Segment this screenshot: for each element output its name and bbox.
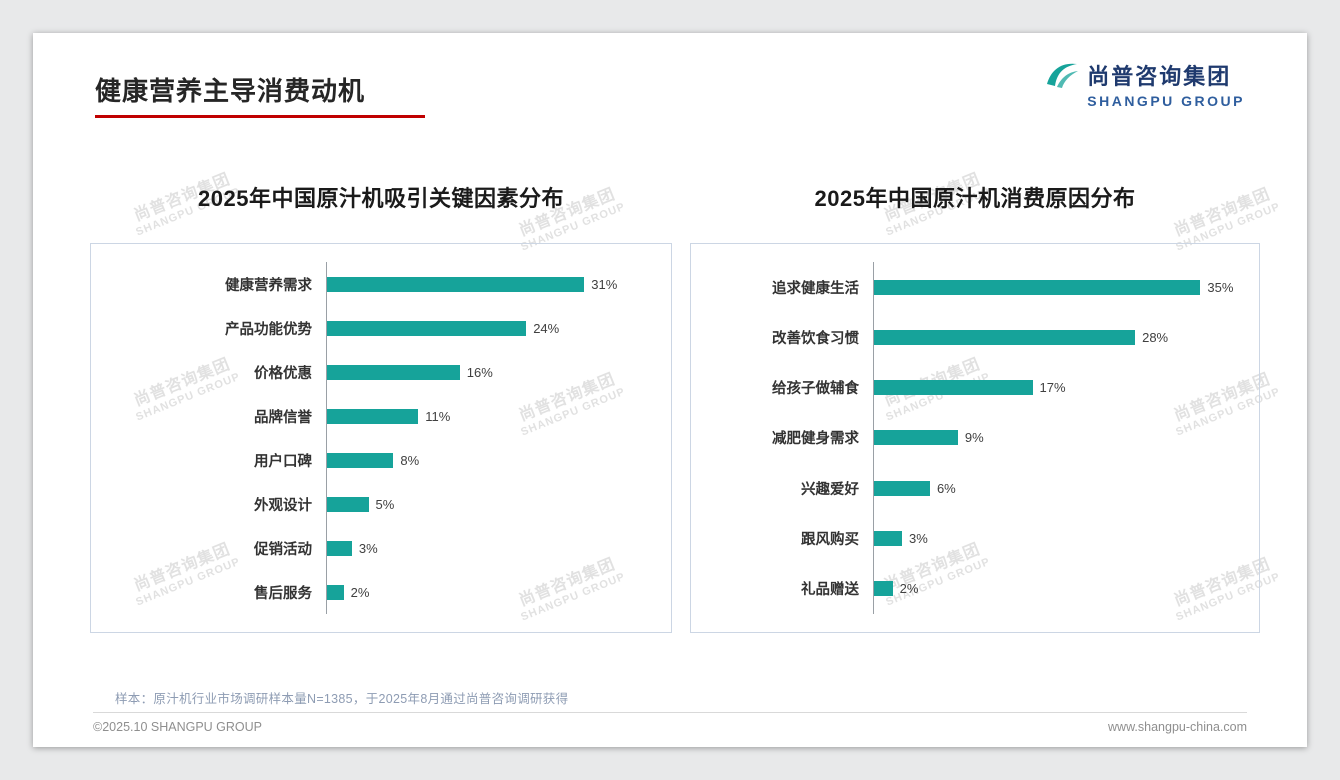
bar [874, 581, 893, 597]
bar [327, 584, 344, 600]
bar [327, 364, 460, 380]
category-label: 品牌信誉 [254, 409, 312, 426]
chart-row: 改善饮食习惯 28% [691, 312, 1247, 363]
chart-row: 品牌信誉 11% [91, 394, 659, 438]
bar [327, 276, 585, 292]
bar [874, 279, 1201, 295]
chart-row: 用户口碑 8% [91, 438, 659, 482]
title-underline [95, 115, 425, 118]
bar-track: 6% [873, 463, 1247, 514]
logo-swoosh-icon [1047, 63, 1079, 88]
left-chart-rows: 健康营养需求 31% 产品功能优势 24% 价格优惠 16% 品牌信誉 11% 用户口碑 8% 外观… [91, 262, 659, 614]
bar-track: 5% [326, 482, 659, 526]
bar-value: 3% [358, 540, 378, 556]
category-label: 兴趣爱好 [801, 481, 859, 498]
right-chart-rows: 追求健康生活 35% 改善饮食习惯 28% 给孩子做辅食 17% 减肥健身需求 9% 兴趣爱好 6… [691, 262, 1247, 614]
chart-row: 减肥健身需求 9% [691, 412, 1247, 464]
bar-value: 28% [1142, 329, 1169, 345]
footer-copyright: ©2025.10 SHANGPU GROUP [93, 720, 262, 734]
bar-value: 17% [1039, 380, 1066, 396]
chart-row: 跟风购买 3% [691, 513, 1247, 564]
bar-track: 11% [326, 394, 659, 438]
bar-track: 24% [326, 306, 659, 350]
category-label: 健康营养需求 [225, 277, 312, 294]
bar-value: 3% [908, 531, 928, 547]
bar-track: 2% [326, 570, 659, 614]
bar-value: 31% [591, 276, 618, 292]
chart-row: 礼品赠送 2% [691, 563, 1247, 614]
bar-track: 8% [326, 438, 659, 482]
bar-track: 3% [873, 513, 1247, 564]
bar [874, 531, 902, 547]
bar [327, 540, 352, 556]
bar-track: 28% [873, 312, 1247, 363]
bar-track: 17% [873, 362, 1247, 413]
bar-value: 35% [1207, 279, 1234, 295]
bar [874, 430, 958, 446]
category-label: 价格优惠 [254, 365, 312, 382]
bar-value: 5% [375, 496, 395, 512]
chart-row: 兴趣爱好 6% [691, 463, 1247, 514]
logo-top-row: 尚普咨询集团 [1045, 59, 1245, 91]
category-label: 减肥健身需求 [772, 431, 859, 448]
category-label: 礼品赠送 [801, 582, 859, 599]
bar-track: 9% [873, 412, 1247, 464]
bar-value: 9% [964, 430, 984, 446]
right-chart-panel: 追求健康生活 35% 改善饮食习惯 28% 给孩子做辅食 17% 减肥健身需求 9% 兴趣爱好 6… [690, 243, 1260, 633]
bar-value: 24% [533, 320, 560, 336]
bar-value: 11% [425, 408, 451, 424]
sample-footnote: 样本：原汁机行业市场调研样本量N=1385，于2025年8月通过尚普咨询调研获得 [115, 692, 569, 706]
category-label: 用户口碑 [254, 453, 312, 470]
slide: 尚普咨询集团 SHANGPU GROUP 尚普咨询集团 SHANGPU GROUP 尚普… [33, 33, 1307, 747]
bar-value: 8% [400, 452, 420, 468]
bar-track: 2% [873, 563, 1247, 614]
left-chart-title: 2025年中国原汁机吸引关键因素分布 [198, 186, 564, 211]
company-logo: 尚普咨询集团 SHANGPU GROUP [1045, 59, 1245, 109]
bar [874, 480, 930, 496]
bar [874, 329, 1136, 345]
chart-row: 健康营养需求 31% [91, 262, 659, 306]
left-chart-panel: 健康营养需求 31% 产品功能优势 24% 价格优惠 16% 品牌信誉 11% 用户口碑 8% 外观… [90, 243, 672, 633]
category-label: 追求健康生活 [772, 280, 859, 297]
footer-divider [93, 712, 1247, 713]
chart-row: 价格优惠 16% [91, 350, 659, 394]
category-label: 跟风购买 [801, 532, 859, 549]
bar-track: 31% [326, 262, 659, 306]
chart-row: 追求健康生活 35% [691, 262, 1247, 313]
chart-row: 产品功能优势 24% [91, 306, 659, 350]
bar-value: 6% [936, 480, 956, 496]
bar [327, 408, 419, 424]
chart-row: 给孩子做辅食 17% [691, 362, 1247, 413]
bar-track: 35% [873, 262, 1247, 313]
bar-track: 16% [326, 350, 659, 394]
footer-website: www.shangpu-china.com [1108, 720, 1247, 734]
category-label: 促销活动 [254, 541, 312, 558]
bar [327, 320, 527, 336]
logo-text-cn: 尚普咨询集团 [1087, 64, 1232, 89]
bar [327, 496, 369, 512]
category-label: 改善饮食习惯 [772, 330, 859, 347]
right-chart-title: 2025年中国原汁机消费原因分布 [814, 186, 1136, 211]
category-label: 售后服务 [254, 585, 312, 602]
page-title: 健康营养主导消费动机 [95, 76, 366, 106]
logo-text-en: SHANGPU GROUP [1087, 93, 1245, 109]
chart-row: 促销活动 3% [91, 526, 659, 570]
bar-value: 2% [350, 584, 370, 600]
bar-value: 16% [466, 364, 493, 380]
bar [327, 452, 394, 468]
bar-track: 3% [326, 526, 659, 570]
bar-value: 2% [899, 581, 919, 597]
category-label: 产品功能优势 [225, 321, 312, 338]
bar [874, 380, 1033, 396]
category-label: 给孩子做辅食 [772, 381, 859, 398]
chart-row: 外观设计 5% [91, 482, 659, 526]
category-label: 外观设计 [254, 497, 312, 514]
chart-row: 售后服务 2% [91, 570, 659, 614]
